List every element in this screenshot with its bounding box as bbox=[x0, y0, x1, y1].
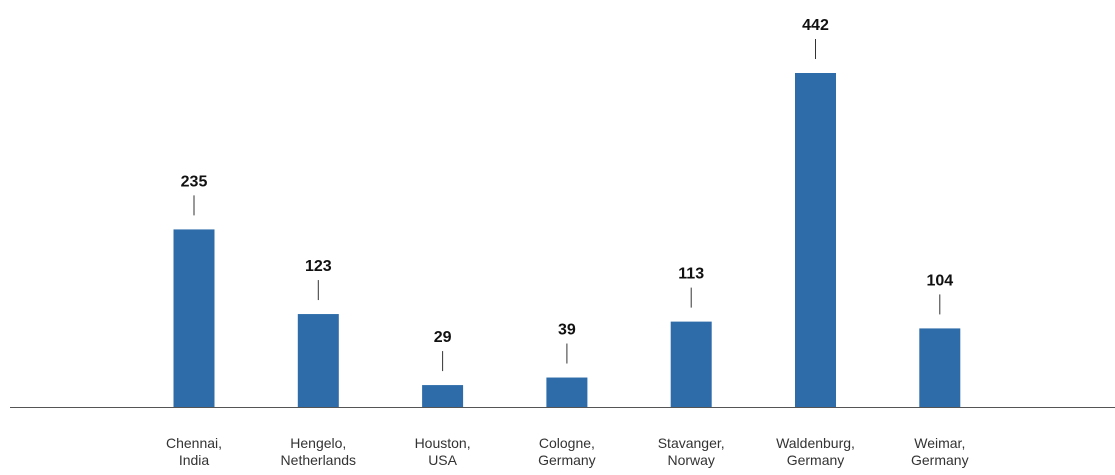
bar bbox=[919, 328, 961, 407]
bar-value-label: 29 bbox=[434, 329, 452, 346]
category-label: Houston, USA bbox=[415, 435, 471, 468]
bar bbox=[546, 377, 588, 407]
category-label: Stavanger, Norway bbox=[658, 435, 725, 468]
bar bbox=[670, 321, 712, 407]
category-label: Chennai, India bbox=[166, 435, 222, 468]
bars-group bbox=[173, 73, 961, 407]
bar-value-label: 113 bbox=[678, 266, 704, 283]
bar-value-label: 442 bbox=[802, 17, 829, 34]
bar bbox=[795, 73, 836, 407]
bar-value-label: 104 bbox=[926, 272, 953, 289]
bar bbox=[297, 314, 339, 407]
category-labels-group: Chennai, India Hengelo, Netherlands Houston,… bbox=[166, 435, 969, 468]
category-label: Hengelo, Netherlands bbox=[281, 435, 357, 468]
bar-value-label: 39 bbox=[558, 322, 576, 339]
leader-lines-group bbox=[193, 39, 941, 372]
category-label: Cologne, Germany bbox=[538, 435, 596, 468]
bar bbox=[173, 229, 215, 407]
category-label: Weimar, Germany bbox=[911, 435, 969, 468]
category-label: Waldenburg, Germany bbox=[776, 435, 855, 468]
bar bbox=[422, 385, 464, 407]
value-labels-group: 235 123 29 39 113 442 104 bbox=[181, 17, 954, 346]
bar-value-label: 235 bbox=[181, 173, 208, 190]
bar-value-label: 123 bbox=[305, 258, 332, 275]
